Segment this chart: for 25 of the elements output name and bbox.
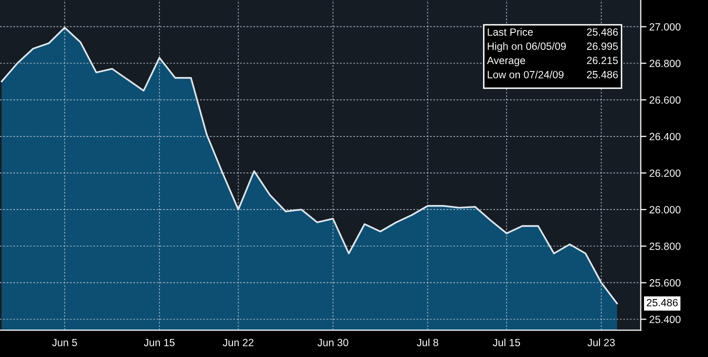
y-tick-label: 25.800 [650, 242, 681, 250]
annotation: 26.995 [586, 42, 618, 50]
y-tick-label: 26.600 [650, 96, 681, 104]
annotation: Low on 07/24/09 [488, 70, 564, 78]
annotation: 25.486 [586, 70, 618, 78]
y-tick-label: 25.400 [650, 316, 681, 324]
annotation: Average [486, 56, 526, 66]
x-tick-label: Jun 22 [222, 338, 254, 346]
annotation: 26.215 [586, 56, 618, 64]
annotation: 25.486 [586, 28, 618, 36]
y-tick-label: 27.000 [650, 23, 681, 31]
y-tick-label: 26.400 [650, 132, 681, 140]
x-tick-label: Jun 5 [52, 338, 78, 346]
y-tick-label: 25.600 [650, 279, 681, 287]
x-tick-label: Jul 23 [588, 338, 615, 346]
annotation: Last Price [488, 28, 533, 36]
y-tick-label: 26.000 [650, 206, 681, 214]
x-tick-label: Jun 30 [318, 338, 348, 346]
text: 25.486 [646, 298, 678, 306]
x-tick-label: Jul 8 [416, 338, 438, 346]
annotation: High on 06/05/09 [488, 42, 566, 52]
y-tick-label: 26.200 [650, 169, 681, 177]
x-tick-label: Jun 15 [144, 338, 175, 346]
y-tick-label: 26.800 [650, 60, 681, 68]
x-tick-label: Jul 15 [492, 338, 520, 346]
